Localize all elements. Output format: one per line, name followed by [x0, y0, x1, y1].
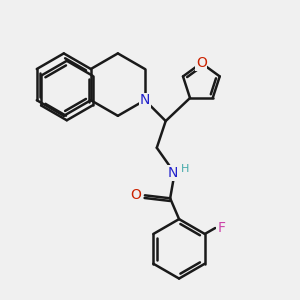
Text: N: N — [140, 93, 150, 107]
Text: O: O — [196, 56, 207, 70]
Text: F: F — [217, 221, 225, 235]
Text: H: H — [181, 164, 189, 174]
Text: N: N — [168, 166, 178, 180]
Text: O: O — [130, 188, 141, 202]
